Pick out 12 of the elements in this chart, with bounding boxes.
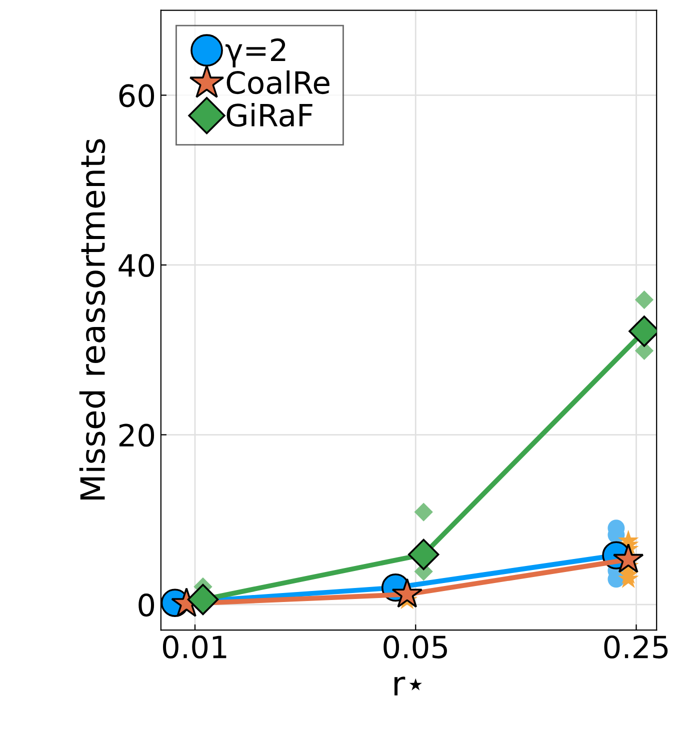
x-tick-label: 0.25 xyxy=(604,635,668,659)
x-tick-label: 0.05 xyxy=(384,635,447,659)
x-axis-title: r⋆ xyxy=(394,676,422,696)
legend-label: GiRaF xyxy=(226,103,312,127)
y-tick-label: 60 xyxy=(119,84,154,108)
y-tick-label: 40 xyxy=(118,254,154,278)
legend-label: CoalRe xyxy=(226,70,330,94)
legend-label: γ=2 xyxy=(226,38,286,68)
x-tick-label: 0.01 xyxy=(162,635,226,659)
y-tick-label: 0 xyxy=(138,593,154,617)
y-axis-title: Missed reassortments xyxy=(79,139,106,500)
y-tick-label: 20 xyxy=(119,424,154,447)
